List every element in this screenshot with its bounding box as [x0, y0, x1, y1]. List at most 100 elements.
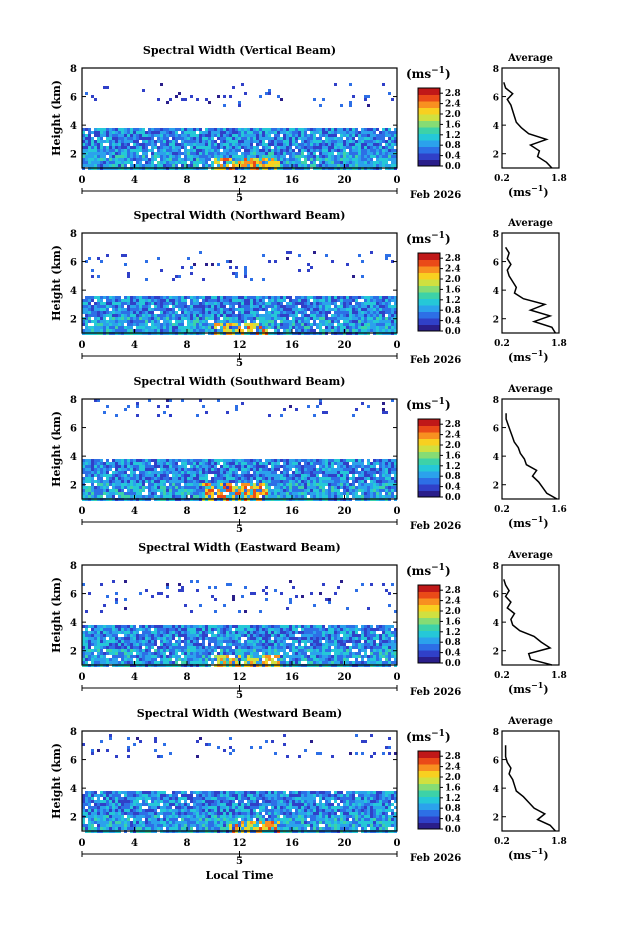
heatmap-cell	[211, 495, 214, 498]
heatmap-cell	[283, 329, 286, 332]
heatmap-cell	[172, 628, 175, 631]
heatmap-cell	[343, 465, 346, 468]
heatmap-cell	[283, 299, 286, 302]
heatmap-cell	[349, 104, 352, 107]
heatmap-cell	[166, 661, 169, 664]
heatmap-cell	[136, 459, 139, 462]
heatmap-cell	[289, 483, 292, 486]
heatmap-cell	[172, 302, 175, 305]
heatmap-cell	[394, 134, 397, 137]
heatmap-cell	[247, 128, 250, 131]
heatmap-cell	[322, 308, 325, 311]
y-axis-label: Height (km)	[50, 245, 63, 321]
heatmap-cell	[256, 137, 259, 140]
heatmap-cell	[142, 143, 145, 146]
heatmap-cell	[235, 326, 238, 329]
heatmap-cell	[352, 311, 355, 314]
heatmap-cell	[175, 161, 178, 164]
heatmap-cell	[250, 131, 253, 134]
heatmap-cell	[391, 164, 394, 167]
heatmap-cell	[292, 462, 295, 465]
heatmap-cell	[355, 134, 358, 137]
heatmap-cell	[103, 652, 106, 655]
heatmap-cell	[142, 89, 145, 92]
heatmap-cell	[199, 143, 202, 146]
heatmap-cell	[124, 254, 127, 257]
heatmap-cell	[226, 161, 229, 164]
heatmap-cell	[307, 152, 310, 155]
heatmap-cell	[235, 161, 238, 164]
heatmap-cell	[202, 495, 205, 498]
heatmap-cell	[193, 486, 196, 489]
heatmap-cell	[151, 314, 154, 317]
heatmap-cell	[292, 326, 295, 329]
heatmap-cell	[118, 152, 121, 155]
heatmap-cell	[313, 314, 316, 317]
heatmap-cell	[91, 477, 94, 480]
heatmap-cell	[151, 149, 154, 152]
heatmap-cell	[229, 492, 232, 495]
heatmap-cell	[394, 323, 397, 326]
heatmap-cell	[340, 143, 343, 146]
heatmap-cell	[379, 164, 382, 167]
heatmap-cell	[133, 137, 136, 140]
heatmap-cell	[379, 474, 382, 477]
heatmap-cell	[328, 128, 331, 131]
heatmap-cell	[298, 131, 301, 134]
heatmap-cell	[247, 314, 250, 317]
heatmap-cell	[328, 323, 331, 326]
heatmap-cell	[160, 474, 163, 477]
heatmap-cell	[115, 329, 118, 332]
heatmap-cell	[328, 158, 331, 161]
heatmap-cell	[193, 263, 196, 266]
heatmap-cell	[301, 480, 304, 483]
heatmap-cell	[172, 631, 175, 634]
heatmap-cell	[88, 155, 91, 158]
heatmap-cell	[145, 655, 148, 658]
heatmap-cell	[259, 155, 262, 158]
heatmap-cell	[295, 486, 298, 489]
heatmap-cell	[376, 326, 379, 329]
heatmap-cell	[115, 480, 118, 483]
heatmap-cell	[181, 480, 184, 483]
heatmap-cell	[259, 143, 262, 146]
heatmap-cell	[163, 468, 166, 471]
heatmap-cell	[178, 459, 181, 462]
heatmap-cell	[100, 634, 103, 637]
heatmap-cell	[121, 317, 124, 320]
heatmap-cell	[106, 149, 109, 152]
heatmap-cell	[199, 483, 202, 486]
heatmap-cell	[109, 323, 112, 326]
heatmap-cell	[337, 131, 340, 134]
heatmap-cell	[277, 317, 280, 320]
heatmap-cell	[274, 486, 277, 489]
heatmap-cell	[319, 468, 322, 471]
heatmap-cell	[292, 477, 295, 480]
heatmap-cell	[277, 95, 280, 98]
heatmap-cell	[376, 317, 379, 320]
heatmap-cell	[97, 489, 100, 492]
heatmap-cell	[109, 628, 112, 631]
heatmap-cell	[88, 152, 91, 155]
heatmap-cell	[148, 134, 151, 137]
heatmap-cell	[253, 302, 256, 305]
heatmap-cell	[229, 299, 232, 302]
heatmap-cell	[100, 140, 103, 143]
heatmap-cell	[229, 158, 232, 161]
heatmap-cell	[199, 314, 202, 317]
heatmap-cell	[355, 149, 358, 152]
heatmap-cell	[307, 329, 310, 332]
heatmap-cell	[244, 468, 247, 471]
heatmap-cell	[175, 317, 178, 320]
heatmap-cell	[166, 489, 169, 492]
heatmap-cell	[223, 465, 226, 468]
heatmap-cell	[220, 495, 223, 498]
colorbar-tick-label: 2.0	[445, 441, 461, 451]
heatmap-cell	[283, 483, 286, 486]
heatmap-cell	[118, 631, 121, 634]
heatmap-cell	[112, 326, 115, 329]
heatmap-cell	[223, 149, 226, 152]
heatmap-cell	[208, 317, 211, 320]
heatmap-cell	[100, 610, 103, 613]
heatmap-cell	[262, 326, 265, 329]
